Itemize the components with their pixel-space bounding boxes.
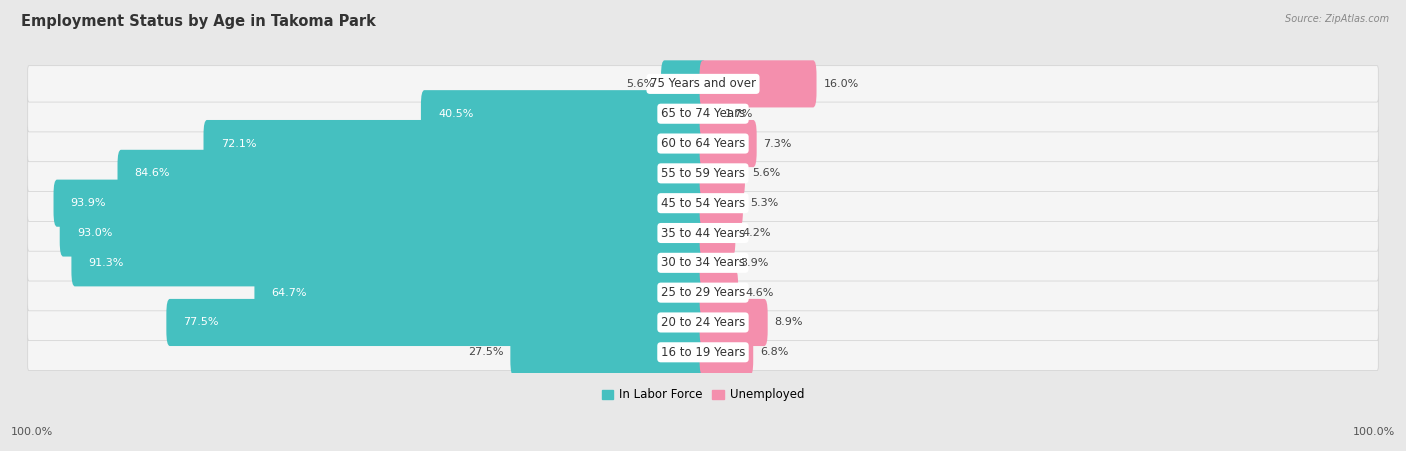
FancyBboxPatch shape: [72, 239, 706, 286]
Text: 91.3%: 91.3%: [89, 258, 124, 268]
FancyBboxPatch shape: [700, 90, 718, 137]
Text: 6.8%: 6.8%: [761, 347, 789, 357]
FancyBboxPatch shape: [661, 60, 706, 107]
Text: 4.6%: 4.6%: [745, 288, 773, 298]
Text: 5.3%: 5.3%: [749, 198, 778, 208]
FancyBboxPatch shape: [700, 239, 734, 286]
FancyBboxPatch shape: [700, 179, 742, 227]
Text: 3.9%: 3.9%: [740, 258, 769, 268]
Text: 20 to 24 Years: 20 to 24 Years: [661, 316, 745, 329]
Text: 65 to 74 Years: 65 to 74 Years: [661, 107, 745, 120]
Text: 16 to 19 Years: 16 to 19 Years: [661, 346, 745, 359]
FancyBboxPatch shape: [28, 275, 1378, 311]
FancyBboxPatch shape: [28, 215, 1378, 251]
FancyBboxPatch shape: [700, 150, 745, 197]
Text: 64.7%: 64.7%: [271, 288, 307, 298]
FancyBboxPatch shape: [700, 60, 817, 107]
FancyBboxPatch shape: [420, 90, 706, 137]
FancyBboxPatch shape: [700, 120, 756, 167]
Text: 1.7%: 1.7%: [725, 109, 754, 119]
Text: 5.6%: 5.6%: [626, 79, 654, 89]
Text: 100.0%: 100.0%: [11, 428, 53, 437]
FancyBboxPatch shape: [510, 329, 706, 376]
FancyBboxPatch shape: [118, 150, 706, 197]
FancyBboxPatch shape: [28, 185, 1378, 221]
FancyBboxPatch shape: [700, 299, 768, 346]
FancyBboxPatch shape: [28, 244, 1378, 281]
Text: 27.5%: 27.5%: [468, 347, 503, 357]
Text: 55 to 59 Years: 55 to 59 Years: [661, 167, 745, 180]
Text: 4.2%: 4.2%: [742, 228, 770, 238]
Text: 60 to 64 Years: 60 to 64 Years: [661, 137, 745, 150]
Text: 30 to 34 Years: 30 to 34 Years: [661, 256, 745, 269]
FancyBboxPatch shape: [28, 125, 1378, 162]
FancyBboxPatch shape: [166, 299, 706, 346]
FancyBboxPatch shape: [53, 179, 706, 227]
FancyBboxPatch shape: [28, 96, 1378, 132]
Text: Source: ZipAtlas.com: Source: ZipAtlas.com: [1285, 14, 1389, 23]
Text: 93.9%: 93.9%: [70, 198, 107, 208]
Text: 45 to 54 Years: 45 to 54 Years: [661, 197, 745, 210]
Text: Employment Status by Age in Takoma Park: Employment Status by Age in Takoma Park: [21, 14, 375, 28]
FancyBboxPatch shape: [28, 304, 1378, 341]
Text: 5.6%: 5.6%: [752, 168, 780, 178]
Text: 25 to 29 Years: 25 to 29 Years: [661, 286, 745, 299]
FancyBboxPatch shape: [254, 269, 706, 316]
Legend: In Labor Force, Unemployed: In Labor Force, Unemployed: [598, 383, 808, 406]
Text: 100.0%: 100.0%: [1353, 428, 1395, 437]
FancyBboxPatch shape: [700, 209, 735, 257]
FancyBboxPatch shape: [28, 66, 1378, 102]
FancyBboxPatch shape: [28, 334, 1378, 370]
FancyBboxPatch shape: [204, 120, 706, 167]
FancyBboxPatch shape: [59, 209, 706, 257]
FancyBboxPatch shape: [700, 269, 738, 316]
Text: 84.6%: 84.6%: [135, 168, 170, 178]
Text: 77.5%: 77.5%: [184, 318, 219, 327]
Text: 75 Years and over: 75 Years and over: [650, 78, 756, 90]
FancyBboxPatch shape: [28, 155, 1378, 192]
Text: 8.9%: 8.9%: [775, 318, 803, 327]
Text: 16.0%: 16.0%: [824, 79, 859, 89]
Text: 7.3%: 7.3%: [763, 138, 792, 148]
Text: 35 to 44 Years: 35 to 44 Years: [661, 226, 745, 239]
Text: 72.1%: 72.1%: [221, 138, 256, 148]
Text: 93.0%: 93.0%: [77, 228, 112, 238]
Text: 40.5%: 40.5%: [439, 109, 474, 119]
FancyBboxPatch shape: [700, 329, 754, 376]
